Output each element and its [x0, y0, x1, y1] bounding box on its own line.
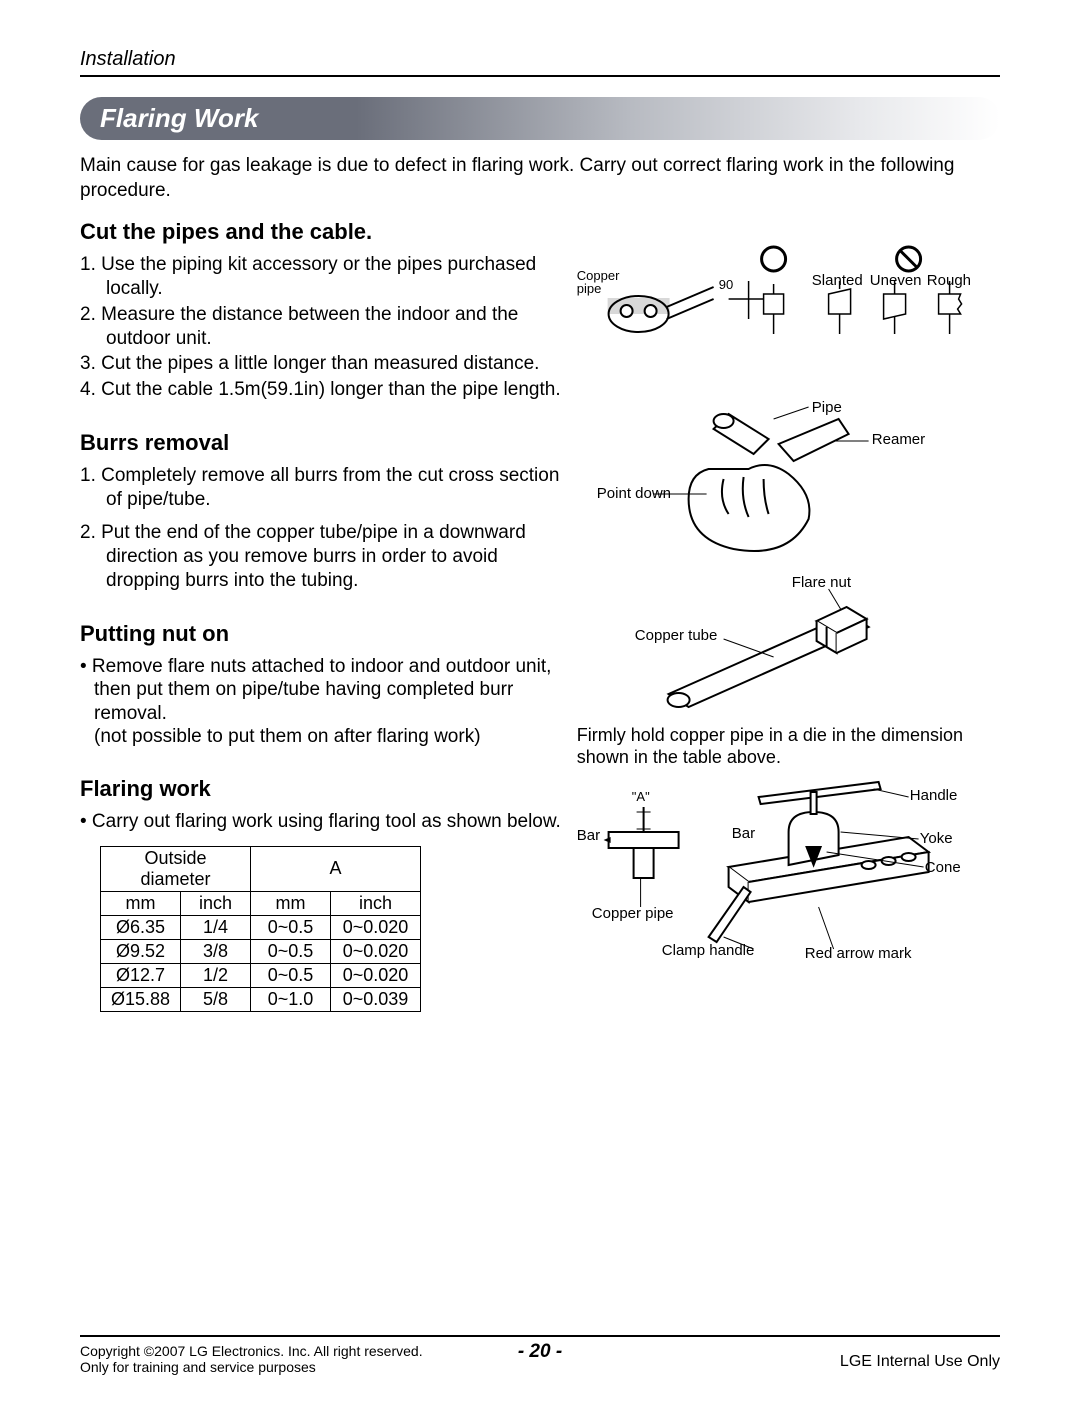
table-row: Outside diameter A — [101, 846, 421, 891]
section-flaring: Flaring work • Carry out flaring work us… — [80, 776, 567, 1012]
list-item: 2. Put the end of the copper tube/pipe i… — [80, 521, 567, 592]
table-cell: 0~0.5 — [251, 915, 331, 939]
footer-right: LGE Internal Use Only — [840, 1343, 1000, 1371]
nut-diagram-icon — [577, 579, 1000, 709]
label-point-down: Point down — [597, 485, 671, 502]
section-burrs: Burrs removal 1. Completely remove all b… — [80, 430, 567, 593]
label-rough: Rough — [927, 272, 971, 289]
label-flare-nut: Flare nut — [792, 574, 851, 591]
list-item: 3. Cut the pipes a little longer than me… — [80, 352, 567, 376]
label-handle: Handle — [910, 787, 958, 804]
header-section: Installation — [80, 48, 1000, 77]
table-cell: 0~0.5 — [251, 963, 331, 987]
table-cell: 5/8 — [181, 987, 251, 1011]
table-header: Outside diameter — [101, 846, 251, 891]
list-item: 1. Use the piping kit accessory or the p… — [80, 253, 567, 301]
table-row: Ø6.35 1/4 0~0.5 0~0.020 — [101, 915, 421, 939]
table-cell: 0~1.0 — [251, 987, 331, 1011]
list-item: • Remove flare nuts attached to indoor a… — [80, 655, 567, 726]
label-slanted: Slanted — [812, 272, 863, 289]
label-uneven: Uneven — [870, 272, 922, 289]
list-item: 4. Cut the cable 1.5m(59.1in) longer tha… — [80, 378, 567, 402]
table-row: Ø15.88 5/8 0~1.0 0~0.039 — [101, 987, 421, 1011]
note-text: (not possible to put them on after flari… — [80, 726, 567, 748]
table-cell: 0~0.5 — [251, 939, 331, 963]
table-cell: 0~0.020 — [331, 939, 421, 963]
figure-tool: "A" Bar Bar Handle Yoke Cone Copper pipe… — [577, 777, 1000, 977]
page-footer: Copyright ©2007 LG Electronics. Inc. All… — [80, 1335, 1000, 1375]
footer-sub: Only for training and service purposes — [80, 1359, 423, 1375]
page-title: Flaring Work — [100, 103, 258, 133]
table-header: A — [251, 846, 421, 891]
label-ninety: 90 — [719, 277, 733, 292]
figure-reamer: Pipe Reamer Point down — [577, 399, 1000, 579]
table-row: Ø9.52 3/8 0~0.5 0~0.020 — [101, 939, 421, 963]
label-cone: Cone — [925, 859, 961, 876]
table-cell: Ø12.7 — [101, 963, 181, 987]
table-cell: 0~0.020 — [331, 963, 421, 987]
table-cell: 0~0.020 — [331, 915, 421, 939]
flare-table: Outside diameter A mm inch mm inch Ø6.35… — [100, 846, 421, 1012]
section-nut: Putting nut on • Remove flare nuts attac… — [80, 621, 567, 748]
footer-copyright: Copyright ©2007 LG Electronics. Inc. All… — [80, 1343, 423, 1359]
table-row: Ø12.7 1/2 0~0.5 0~0.020 — [101, 963, 421, 987]
label-a: "A" — [632, 789, 650, 804]
page-number: - 20 - — [518, 1341, 562, 1363]
table-cell: 3/8 — [181, 939, 251, 963]
label-copper-tube: Copper tube — [635, 627, 718, 644]
cutter-diagram-icon — [577, 239, 1000, 349]
figure-tool-caption: Firmly hold copper pipe in a die in the … — [577, 725, 1000, 768]
table-header: mm — [251, 891, 331, 915]
table-cell: Ø15.88 — [101, 987, 181, 1011]
list-item: • Carry out flaring work using flaring t… — [80, 810, 567, 834]
label-reamer: Reamer — [872, 431, 925, 448]
label-pipe: Pipe — [812, 399, 842, 416]
table-header: inch — [331, 891, 421, 915]
heading-flaring: Flaring work — [80, 776, 567, 802]
table-cell: Ø9.52 — [101, 939, 181, 963]
figure-cutter: Copper pipe 90 Slanted Uneven Rough — [577, 239, 1000, 369]
table-header: mm — [101, 891, 181, 915]
intro-text: Main cause for gas leakage is due to def… — [80, 154, 1000, 203]
label-copper-pipe: Copper pipe — [577, 269, 620, 295]
heading-cut: Cut the pipes and the cable. — [80, 219, 567, 245]
label-bar2: Bar — [732, 825, 755, 842]
table-cell: 0~0.039 — [331, 987, 421, 1011]
list-item: 1. Completely remove all burrs from the … — [80, 464, 567, 512]
heading-nut: Putting nut on — [80, 621, 567, 647]
list-item: 2. Measure the distance between the indo… — [80, 303, 567, 351]
section-cut: Cut the pipes and the cable. 1. Use the … — [80, 219, 567, 402]
label-copper-pipe2: Copper pipe — [592, 905, 674, 922]
title-bar: Flaring Work — [80, 97, 1000, 140]
table-header: inch — [181, 891, 251, 915]
label-clamp-handle: Clamp handle — [662, 942, 755, 959]
figure-nut: Flare nut Copper tube — [577, 579, 1000, 719]
heading-burrs: Burrs removal — [80, 430, 567, 456]
label-bar1: Bar — [577, 827, 600, 844]
table-row: mm inch mm inch — [101, 891, 421, 915]
table-cell: 1/4 — [181, 915, 251, 939]
table-cell: Ø6.35 — [101, 915, 181, 939]
label-red-arrow: Red arrow mark — [805, 945, 912, 962]
table-cell: 1/2 — [181, 963, 251, 987]
label-yoke: Yoke — [920, 830, 953, 847]
reamer-diagram-icon — [577, 399, 1000, 569]
